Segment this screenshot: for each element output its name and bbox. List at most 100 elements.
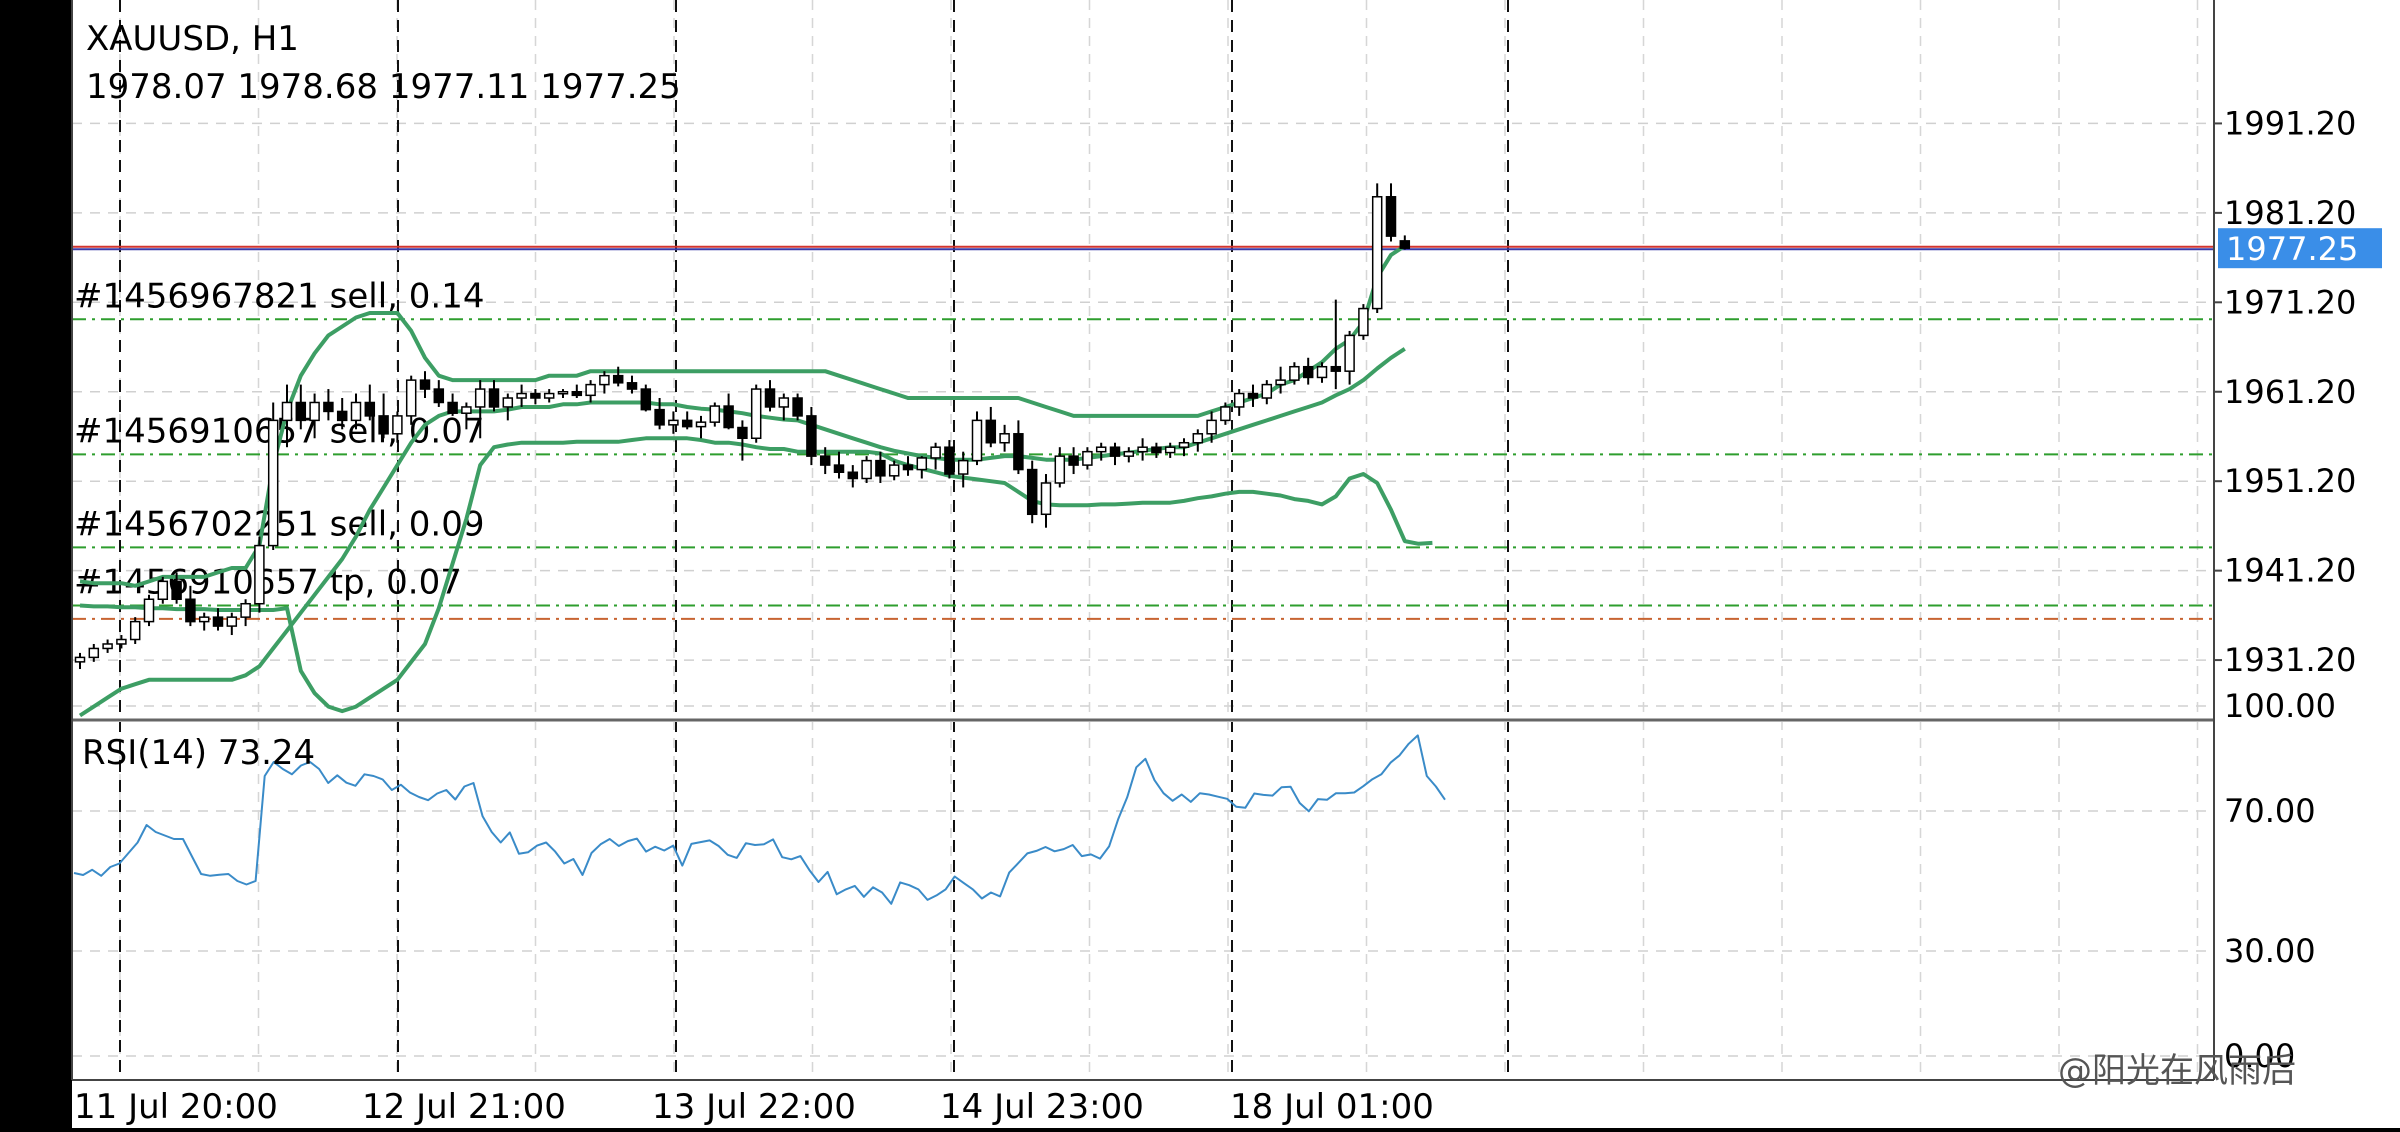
candle[interactable]	[1137, 438, 1148, 461]
candle[interactable]	[543, 389, 555, 403]
candle[interactable]	[1358, 304, 1369, 340]
candle[interactable]	[405, 375, 417, 425]
candle[interactable]	[861, 456, 872, 483]
candle[interactable]	[1123, 447, 1135, 463]
candle[interactable]	[392, 411, 403, 443]
candle[interactable]	[681, 411, 693, 430]
candle[interactable]	[875, 451, 886, 483]
candle[interactable]	[530, 389, 541, 405]
candle[interactable]	[737, 420, 748, 461]
candle[interactable]	[1344, 330, 1355, 385]
candle[interactable]	[1026, 460, 1038, 524]
candle[interactable]	[750, 384, 762, 443]
candle[interactable]	[695, 415, 707, 439]
candle[interactable]	[74, 652, 86, 670]
candle[interactable]	[930, 442, 941, 470]
candle[interactable]	[212, 608, 224, 631]
candle[interactable]	[254, 536, 265, 613]
candle[interactable]	[778, 393, 790, 421]
candle[interactable]	[1109, 442, 1121, 466]
candle[interactable]	[792, 393, 803, 421]
candle[interactable]	[143, 594, 155, 627]
candle[interactable]	[295, 384, 307, 430]
candle[interactable]	[323, 389, 334, 421]
candle[interactable]	[668, 411, 679, 434]
candle[interactable]	[1068, 447, 1079, 475]
candle[interactable]	[1206, 411, 1217, 443]
candle[interactable]	[516, 384, 527, 407]
candle[interactable]	[1261, 380, 1273, 405]
candle[interactable]	[488, 380, 500, 412]
candle[interactable]	[806, 406, 817, 466]
candle[interactable]	[626, 375, 638, 394]
candle[interactable]	[461, 402, 472, 430]
candle[interactable]	[336, 398, 348, 430]
candle[interactable]	[1220, 402, 1231, 425]
candle[interactable]	[1054, 447, 1066, 488]
candle[interactable]	[833, 451, 845, 479]
candle[interactable]	[888, 460, 900, 481]
candle[interactable]	[116, 635, 127, 649]
candle[interactable]	[364, 384, 376, 421]
candle[interactable]	[267, 402, 279, 551]
candle[interactable]	[1151, 442, 1162, 458]
candle[interactable]	[640, 384, 652, 412]
candle[interactable]	[171, 572, 182, 604]
candle[interactable]	[226, 612, 238, 636]
candle[interactable]	[1233, 389, 1245, 416]
candle-body-up	[1206, 419, 1217, 435]
candle[interactable]	[1013, 420, 1024, 475]
candle[interactable]	[502, 393, 514, 421]
candle[interactable]	[433, 380, 445, 407]
candle[interactable]	[309, 393, 320, 439]
candle[interactable]	[1095, 442, 1107, 461]
candle[interactable]	[971, 411, 983, 466]
candle[interactable]	[198, 612, 210, 631]
candle[interactable]	[957, 451, 969, 488]
candle[interactable]	[1178, 438, 1190, 457]
candle[interactable]	[557, 389, 569, 399]
candle[interactable]	[1399, 235, 1411, 250]
candle[interactable]	[723, 393, 734, 430]
candle[interactable]	[102, 639, 113, 653]
candle[interactable]	[1371, 183, 1383, 314]
candle[interactable]	[654, 398, 665, 430]
candle[interactable]	[157, 576, 169, 604]
candle[interactable]	[1192, 429, 1204, 452]
candle[interactable]	[474, 380, 486, 439]
candle[interactable]	[240, 599, 251, 627]
candle[interactable]	[916, 456, 928, 479]
candle[interactable]	[571, 384, 583, 399]
candle[interactable]	[1289, 362, 1300, 385]
candle[interactable]	[764, 380, 776, 412]
candle[interactable]	[999, 424, 1010, 452]
candle[interactable]	[1164, 442, 1176, 458]
candle[interactable]	[847, 465, 859, 488]
candle-body-up	[1275, 379, 1286, 386]
candle[interactable]	[185, 585, 196, 627]
candle[interactable]	[985, 406, 997, 448]
candle[interactable]	[944, 440, 955, 479]
candle[interactable]	[612, 366, 624, 387]
candle[interactable]	[1316, 362, 1328, 383]
candle[interactable]	[1247, 384, 1259, 407]
candle[interactable]	[709, 402, 721, 427]
candle[interactable]	[1275, 366, 1286, 394]
candle[interactable]	[599, 371, 610, 394]
candle[interactable]	[1040, 474, 1052, 528]
candle[interactable]	[281, 384, 293, 448]
candle[interactable]	[419, 371, 431, 399]
candle[interactable]	[1302, 357, 1314, 385]
candle[interactable]	[819, 447, 831, 475]
candle[interactable]	[88, 643, 100, 662]
candle[interactable]	[1385, 183, 1397, 242]
candle[interactable]	[447, 393, 458, 416]
candle[interactable]	[378, 393, 389, 439]
candle[interactable]	[902, 456, 914, 476]
candle[interactable]	[585, 380, 596, 403]
candle[interactable]	[350, 393, 362, 430]
candle[interactable]	[1082, 447, 1093, 470]
candle[interactable]	[1330, 299, 1342, 390]
candle[interactable]	[129, 617, 141, 644]
